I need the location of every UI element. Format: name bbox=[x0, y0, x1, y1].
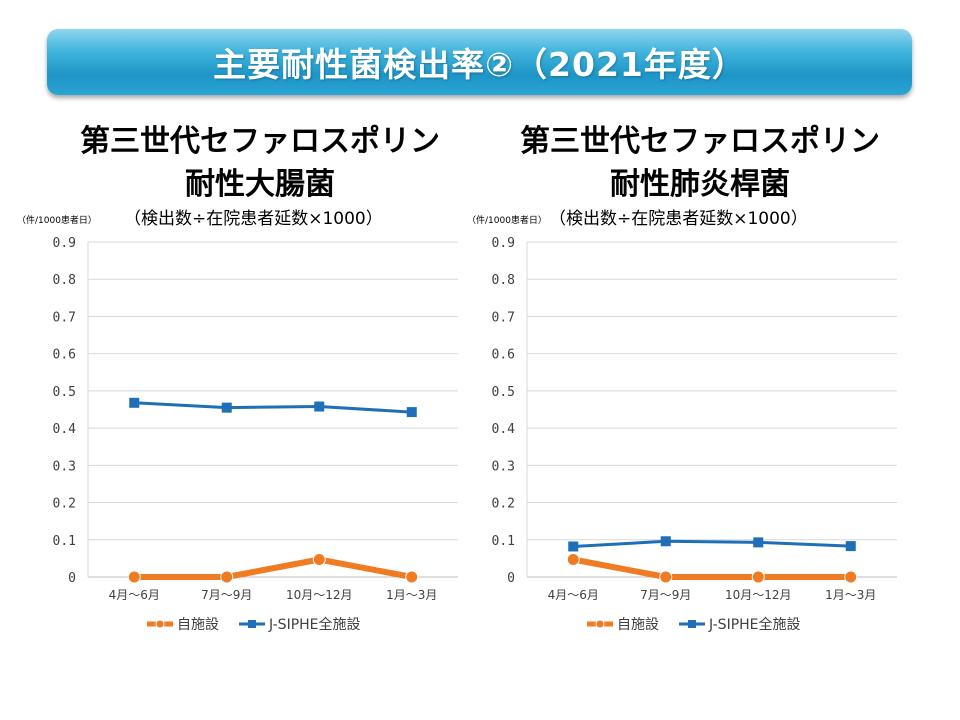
x-tick-label: 7月～9月 bbox=[201, 588, 252, 602]
data-point bbox=[566, 553, 580, 567]
chart-title-line: 耐性大腸菌 bbox=[185, 167, 335, 202]
legend-marker bbox=[155, 619, 165, 629]
data-point bbox=[127, 570, 141, 584]
y-tick-label: 0.3 bbox=[53, 459, 76, 474]
unit-note: （件/1000患者日） bbox=[17, 214, 97, 226]
data-point bbox=[568, 541, 579, 552]
x-tick-label: 1月～3月 bbox=[825, 588, 876, 602]
data-point bbox=[753, 537, 764, 548]
y-tick-label: 0.4 bbox=[53, 422, 77, 437]
data-point bbox=[220, 570, 234, 584]
chart-title-right: 第三世代セファロスポリン 耐性肺炎桿菌 bbox=[480, 120, 920, 206]
data-point bbox=[660, 536, 671, 547]
x-tick-label: 1月～3月 bbox=[386, 588, 437, 602]
y-tick-label: 0.2 bbox=[53, 497, 76, 512]
data-point bbox=[845, 541, 856, 552]
y-tick-label: 0.7 bbox=[53, 310, 76, 325]
chart-title-left: 第三世代セファロスポリン 耐性大腸菌 bbox=[40, 120, 480, 206]
legend-label: J-SIPHE全施設 bbox=[708, 616, 801, 633]
series-line bbox=[572, 556, 851, 580]
legend-marker bbox=[248, 620, 256, 628]
y-tick-label: 0.8 bbox=[53, 273, 76, 288]
legend-marker bbox=[688, 620, 696, 628]
data-point bbox=[406, 407, 417, 418]
data-point bbox=[129, 397, 140, 408]
y-tick-label: 0.2 bbox=[492, 497, 515, 512]
y-tick-label: 0.5 bbox=[53, 385, 76, 400]
x-tick-label: 4月～6月 bbox=[548, 588, 599, 602]
data-point bbox=[221, 402, 232, 413]
title-banner: 主要耐性菌検出率②（2021年度） bbox=[47, 29, 912, 95]
y-tick-label: 0.5 bbox=[492, 385, 515, 400]
series-line bbox=[134, 556, 413, 580]
y-tick-label: 0.6 bbox=[53, 348, 76, 363]
y-tick-label: 0.3 bbox=[492, 459, 515, 474]
page-title: 主要耐性菌検出率②（2021年度） bbox=[213, 45, 746, 84]
chart-title-line: 耐性肺炎桿菌 bbox=[610, 167, 790, 202]
x-tick-label: 4月～6月 bbox=[109, 588, 160, 602]
data-point bbox=[844, 570, 858, 584]
legend-marker bbox=[595, 619, 605, 629]
x-tick-label: 10月～12月 bbox=[725, 588, 792, 602]
y-tick-label: 0 bbox=[507, 571, 515, 586]
legend-label: 自施設 bbox=[177, 617, 219, 633]
y-tick-label: 0.9 bbox=[53, 236, 76, 251]
data-point bbox=[405, 570, 419, 584]
unit-note: （件/1000患者日） bbox=[467, 214, 547, 226]
series-line bbox=[134, 401, 412, 414]
x-tick-label: 10月～12月 bbox=[286, 588, 353, 602]
chart-title-line: 第三世代セファロスポリン bbox=[520, 124, 880, 159]
data-point bbox=[751, 570, 765, 584]
chart-title-line: 第三世代セファロスポリン bbox=[80, 124, 440, 159]
y-tick-label: 0.6 bbox=[492, 348, 515, 363]
y-tick-label: 0.9 bbox=[492, 236, 515, 251]
data-point bbox=[659, 570, 673, 584]
data-point bbox=[314, 401, 325, 412]
formula-note: （検出数÷在院患者延数×1000） bbox=[124, 209, 383, 229]
y-tick-label: 0.8 bbox=[492, 273, 515, 288]
formula-note: （検出数÷在院患者延数×1000） bbox=[549, 209, 808, 229]
series-line bbox=[573, 539, 851, 548]
y-tick-label: 0 bbox=[68, 571, 76, 586]
y-tick-label: 0.4 bbox=[492, 422, 516, 437]
x-tick-label: 7月～9月 bbox=[640, 588, 691, 602]
legend-label: J-SIPHE全施設 bbox=[268, 616, 361, 633]
data-point bbox=[312, 553, 326, 567]
legend-label: 自施設 bbox=[617, 617, 659, 633]
y-tick-label: 0.1 bbox=[492, 534, 515, 549]
y-tick-label: 0.7 bbox=[492, 310, 515, 325]
y-tick-label: 0.1 bbox=[53, 534, 76, 549]
